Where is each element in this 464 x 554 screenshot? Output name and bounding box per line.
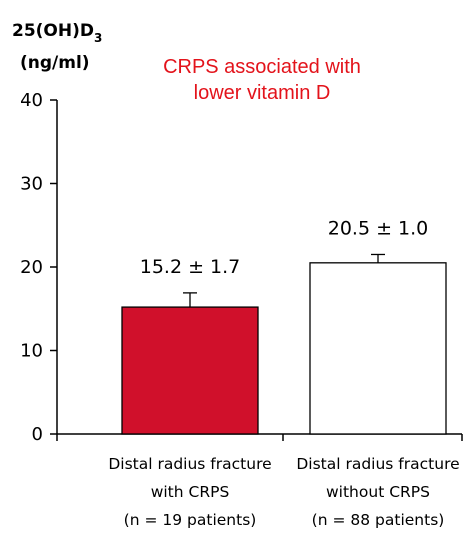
x-category-label: Distal radius fracture xyxy=(296,455,459,473)
x-category-label: with CRPS xyxy=(151,483,230,501)
data-label: 20.5 ± 1.0 xyxy=(328,217,429,239)
y-tick-label: 10 xyxy=(20,341,43,362)
bar xyxy=(121,306,259,435)
x-category-label: (n = 19 patients) xyxy=(124,511,257,529)
annotation-line2: lower vitamin D xyxy=(194,82,331,104)
x-category-label: Distal radius fracture xyxy=(108,455,271,473)
annotation-line1: CRPS associated with xyxy=(163,56,361,78)
y-axis-label-line1: 25(OH)D3 xyxy=(12,21,102,45)
labels: 15.2 ± 1.7 Distal radius fracture with CRP… xyxy=(108,217,459,529)
y-tick-label: 40 xyxy=(20,90,43,111)
y-tick-label: 30 xyxy=(20,174,43,195)
bar xyxy=(309,262,447,435)
y-tick-label: 0 xyxy=(32,424,43,445)
y-axis-label-line2: (ng/ml) xyxy=(20,53,90,73)
y-axis-label-subscript: 3 xyxy=(94,31,102,45)
bars xyxy=(121,253,447,435)
data-label: 15.2 ± 1.7 xyxy=(140,256,241,278)
x-category-label: without CRPS xyxy=(326,483,430,501)
x-category-label: (n = 88 patients) xyxy=(312,511,445,529)
y-tick-label: 20 xyxy=(20,257,43,278)
